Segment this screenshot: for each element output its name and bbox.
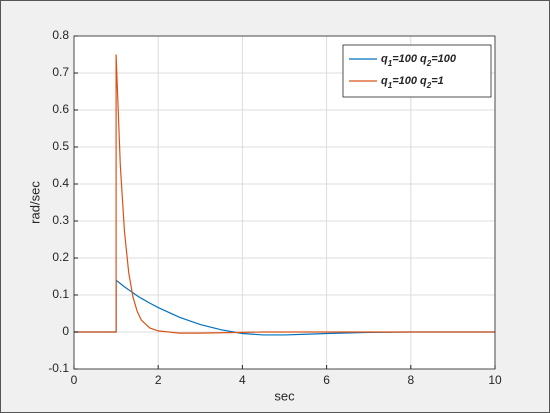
y-tick-label: 0.4 [52, 176, 69, 190]
x-axis-label: sec [274, 388, 295, 403]
lines [74, 54, 495, 336]
x-tick-label: 4 [239, 373, 246, 387]
legend: q1=100 q2=100 q1=100 q2=1 [342, 44, 492, 98]
y-tick-label: 0.3 [52, 213, 69, 227]
y-axis-label: rad/sec [27, 181, 42, 224]
legend-label: q1=100 q2=100 [381, 53, 457, 68]
axes-box [73, 35, 496, 370]
y-tick-label: 0.7 [52, 65, 69, 79]
y-tick-label: 0.1 [52, 287, 69, 301]
legend-box [342, 44, 492, 98]
series-line [74, 54, 495, 334]
series-line [74, 278, 495, 336]
x-tick-label: 10 [488, 373, 502, 387]
x-tick-label: 0 [71, 373, 78, 387]
legend-label: q1=100 q2=1 [381, 75, 444, 90]
y-tick-label: 0 [62, 324, 69, 338]
y-tick-label: 0.2 [52, 250, 69, 264]
y-tick-label: 0.8 [52, 28, 69, 42]
x-tick-label: 2 [155, 373, 162, 387]
y-tick-label: 0.5 [52, 139, 69, 153]
y-tick-label: -0.1 [48, 361, 69, 375]
x-tick-label: 8 [407, 373, 414, 387]
y-tick-label: 0.6 [52, 102, 69, 116]
x-tick-label: 6 [323, 373, 330, 387]
